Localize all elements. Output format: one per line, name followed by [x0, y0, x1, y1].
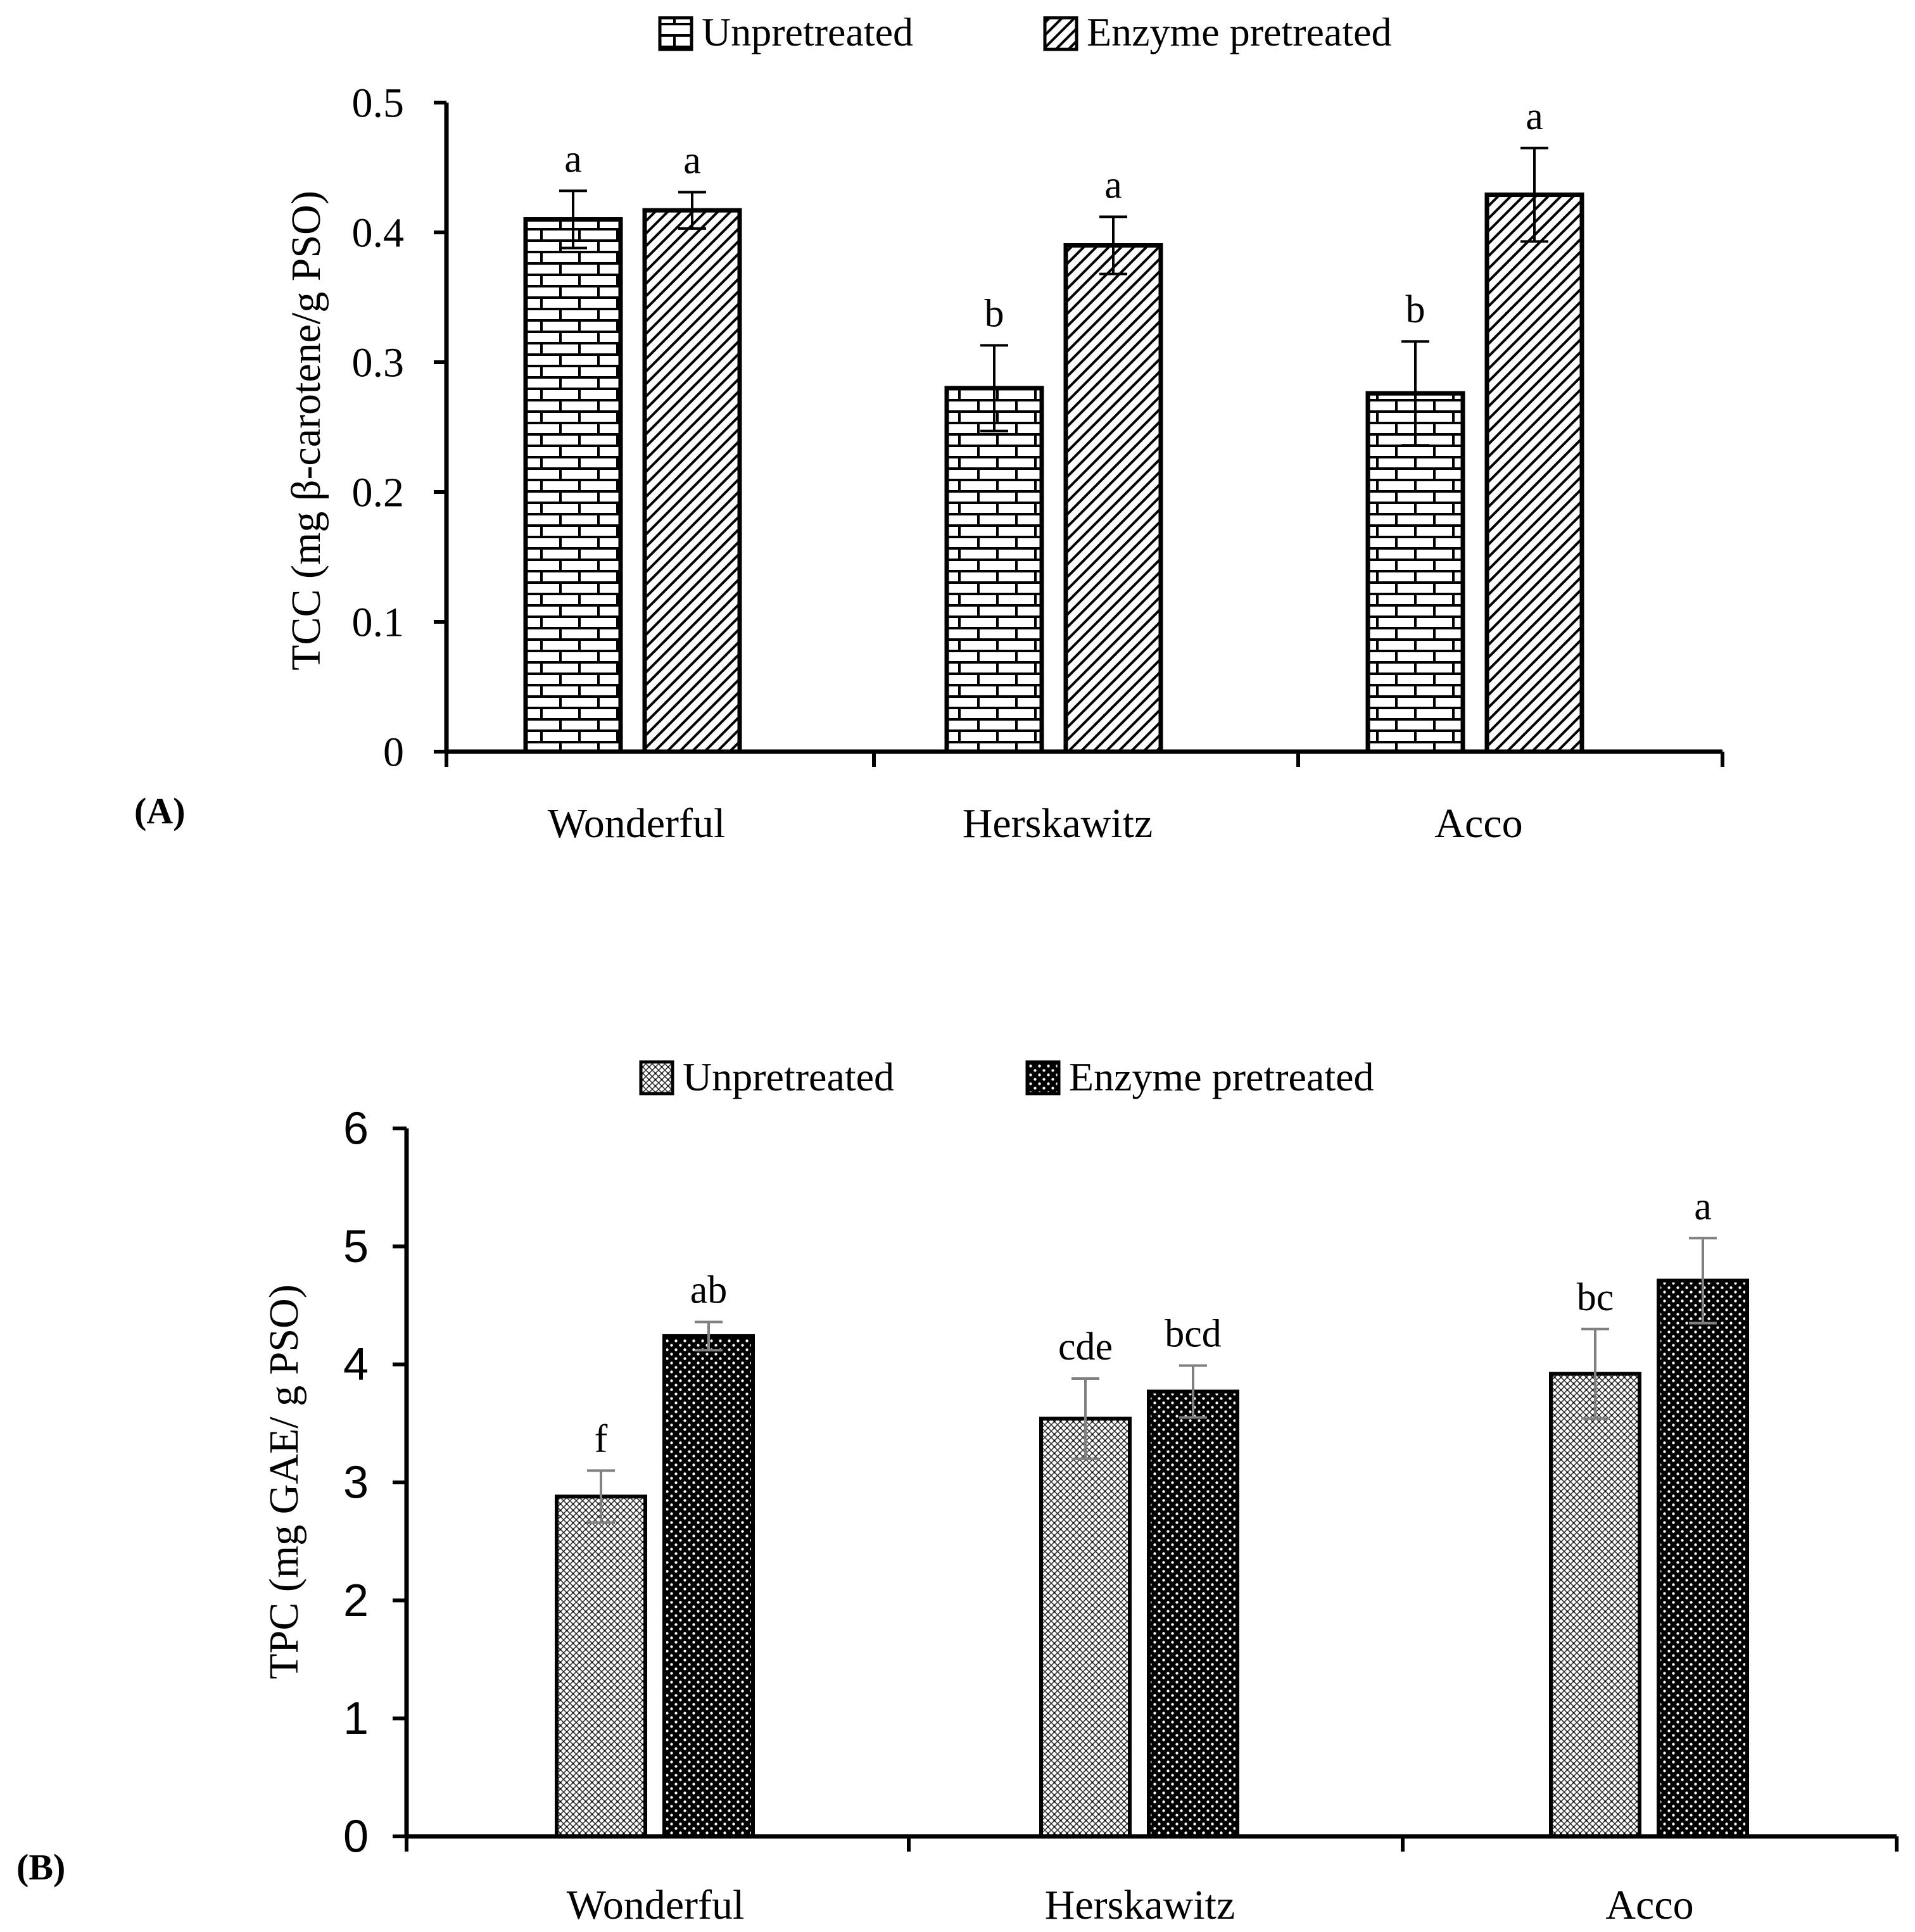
panel-a-y-tick-label: 0.2 — [352, 469, 405, 515]
panel-a-y-tick-label: 0.3 — [352, 339, 405, 386]
panel-a-bar — [1063, 243, 1163, 754]
panel-b-legend-unpretreated-label: Unpretreated — [683, 1054, 894, 1099]
panel-b-y-tick-label: 6 — [343, 1103, 369, 1154]
panel-a-panel-label: (A) — [134, 790, 186, 831]
panel-a-legend-unpretreated-swatch — [658, 16, 693, 51]
panel-b-y-tick-label: 5 — [343, 1222, 369, 1272]
panel-a-significance-letter: a — [564, 137, 582, 180]
panel-b-legend-unpretreated-swatch — [639, 1060, 674, 1095]
panel-a-significance-letter: a — [1104, 163, 1122, 206]
panel-a-y-ticks — [434, 101, 446, 754]
panel-b-bar — [1039, 1417, 1132, 1838]
panel-a-y-axis-label: TCC (mg β-carotene/g PSO) — [283, 191, 329, 671]
panel-b-y-tick-label: 0 — [343, 1811, 369, 1862]
panel-b-category-label: Acco — [1605, 1882, 1693, 1928]
panel-a-legend-enzyme-label: Enzyme pretreated — [1087, 9, 1392, 54]
panel-b-x-ticks — [405, 1836, 1899, 1852]
panel-b-y-tick-label: 2 — [343, 1575, 369, 1626]
panel-a-significance-letter: a — [1526, 95, 1543, 138]
panel-a-significance-letter: a — [683, 139, 701, 182]
panel-b-y-tick-labels: 0 1 2 3 4 5 6 — [343, 1103, 369, 1862]
panel-a-x-ticks — [445, 752, 1724, 767]
panel-b-significance-letter: ab — [690, 1269, 728, 1312]
panel-b-category-labels: Wonderful Herskawitz Acco — [567, 1882, 1694, 1928]
panel-a-y-tick-label: 0 — [383, 729, 404, 775]
panel-a-significance-letters: a b b a a a — [564, 95, 1543, 336]
panel-b-significance-letters: f cde bc ab bcd a — [595, 1185, 1712, 1460]
panel-a-bar — [523, 217, 623, 754]
panel-b-category-label: Herskawitz — [1045, 1882, 1236, 1928]
panel-b-y-tick-label: 4 — [343, 1339, 369, 1390]
panel-a-category-label: Wonderful — [548, 800, 726, 847]
panel-a-legend-enzyme-swatch — [1043, 16, 1078, 51]
panel-b-y-axis-label: TPC (mg GAE/ g PSO) — [261, 1284, 307, 1679]
panel-b-bar — [1147, 1389, 1239, 1839]
panel-a-y-tick-label: 0.1 — [352, 599, 405, 645]
panel-b-significance-letter: bc — [1577, 1276, 1614, 1319]
panel-b-error-bars — [587, 1237, 1717, 1524]
panel-b-bar — [555, 1494, 647, 1839]
panel-b-legend: Unpretreated Enzyme pretreated — [639, 1054, 1374, 1099]
panel-b-legend-enzyme-label: Enzyme pretreated — [1069, 1054, 1374, 1099]
panel-a-chart: Unpretreated Enzyme pretreated 0 0.1 0.2 0.… — [134, 9, 1724, 847]
panel-b-significance-letter: f — [595, 1417, 608, 1460]
panel-b-category-label: Wonderful — [567, 1882, 745, 1928]
panel-a-significance-letter: b — [1406, 288, 1425, 331]
panel-b-significance-letter: a — [1694, 1185, 1712, 1228]
panel-b-bars — [555, 1279, 1749, 1839]
panel-a-significance-letter: b — [985, 292, 1004, 335]
panel-a-category-label: Acco — [1434, 800, 1522, 847]
panel-a-bar — [642, 208, 742, 754]
panel-a-legend-unpretreated-label: Unpretreated — [702, 9, 913, 54]
panel-b-significance-letter: cde — [1058, 1325, 1113, 1368]
panel-a-bars — [523, 193, 1584, 754]
panel-a-y-tick-label: 0.5 — [352, 80, 405, 126]
panel-a-legend: Unpretreated Enzyme pretreated — [658, 9, 1392, 54]
panel-a-category-label: Herskawitz — [963, 800, 1153, 847]
panel-b-bar — [662, 1334, 755, 1839]
panel-a-bar — [1484, 193, 1584, 754]
panel-b-significance-letter: bcd — [1165, 1313, 1222, 1356]
panel-a-y-tick-labels: 0 0.1 0.2 0.3 0.4 0.5 — [352, 80, 405, 775]
panel-b-bar — [1549, 1372, 1641, 1838]
panel-b-legend-enzyme-swatch — [1025, 1060, 1061, 1095]
panel-b-y-ticks — [393, 1127, 407, 1838]
panel-b-y-tick-label: 3 — [343, 1457, 369, 1508]
panel-b-chart: Unpretreated Enzyme pretreated 0 1 2 3 4 5 6 f… — [16, 1054, 1899, 1928]
panel-a-bar — [1365, 391, 1465, 754]
panel-a-category-labels: Wonderful Herskawitz Acco — [548, 800, 1523, 847]
panel-b-panel-label: (B) — [16, 1847, 65, 1888]
panel-b-bar — [1657, 1279, 1749, 1838]
panel-b-y-tick-label: 1 — [343, 1693, 369, 1744]
panel-a-y-tick-label: 0.4 — [352, 210, 405, 256]
panel-a-error-bars — [559, 146, 1548, 447]
panel-a-bar — [944, 386, 1044, 754]
